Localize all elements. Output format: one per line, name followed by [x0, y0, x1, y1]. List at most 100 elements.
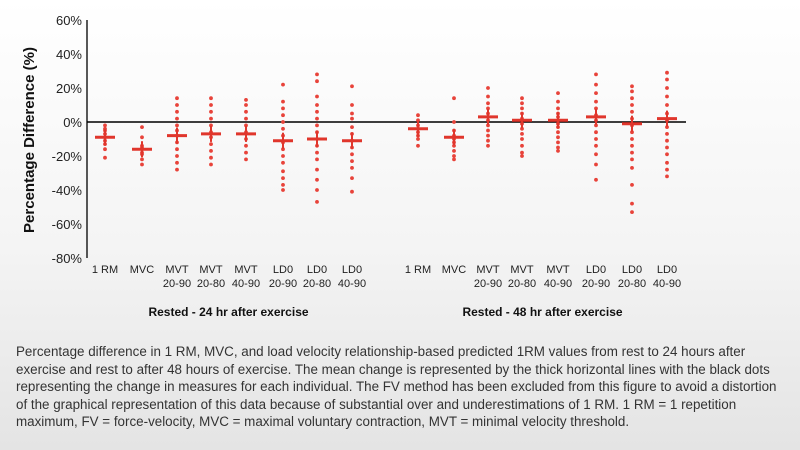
data-point	[315, 94, 319, 99]
data-point	[315, 79, 319, 84]
data-point	[175, 167, 179, 172]
data-point	[630, 109, 634, 114]
figure-caption: Percentage difference in 1 RM, MVC, and …	[16, 344, 777, 429]
data-point	[556, 145, 560, 150]
category-label: MVT	[234, 264, 258, 276]
data-point	[281, 169, 285, 174]
data-point	[520, 137, 524, 141]
data-point	[315, 123, 319, 128]
data-point	[520, 96, 524, 101]
data-point	[315, 150, 319, 155]
category-sublabel: 20-90	[582, 278, 610, 290]
data-point	[594, 82, 598, 87]
data-point	[594, 143, 598, 148]
data-point	[281, 188, 285, 192]
y-tick-label: 20%	[56, 81, 82, 96]
category-labels: 1 RM MVC MVT 20-90 MVT 20-80 MVT 40-90 LD0 20-90 L…	[92, 264, 681, 290]
data-point	[350, 166, 354, 170]
category-label: MVT	[510, 264, 534, 276]
y-tick-labels: 60% 40% 20% 0% -20% -40% -60% -80%	[52, 13, 83, 266]
data-point	[350, 159, 354, 164]
data-point	[350, 125, 354, 129]
data-point	[315, 167, 319, 172]
data-point	[630, 137, 634, 141]
category-label: MVT	[165, 264, 189, 276]
data-point	[350, 116, 354, 121]
data-point	[520, 132, 524, 136]
data-point	[281, 106, 285, 111]
category-sublabel: 40-90	[544, 278, 572, 290]
data-point	[594, 162, 598, 167]
category-sublabel: 40-90	[338, 278, 366, 290]
data-point	[665, 77, 669, 82]
category-sublabel: 40-90	[232, 278, 260, 290]
data-point	[665, 70, 669, 75]
data-point	[209, 155, 213, 160]
data-point	[175, 123, 179, 128]
data-point	[594, 177, 598, 182]
data-point	[594, 130, 598, 135]
category-label: MVT	[476, 264, 500, 276]
category-sublabel: 20-90	[269, 278, 297, 290]
data-point	[281, 126, 285, 131]
data-point	[556, 91, 560, 95]
data-point	[520, 101, 524, 106]
data-point	[416, 137, 420, 141]
data-point	[209, 109, 213, 114]
data-point	[630, 157, 634, 162]
data-point	[520, 154, 524, 158]
y-tick-label: -80%	[52, 251, 83, 266]
data-point	[281, 154, 285, 158]
data-point	[281, 113, 285, 118]
data-point	[556, 106, 560, 111]
data-point	[103, 147, 107, 152]
data-point	[452, 157, 456, 162]
category-label: 1 RM	[92, 264, 118, 276]
data-point	[556, 99, 560, 104]
data-point	[209, 103, 213, 107]
category-label: LD0	[622, 264, 642, 276]
data-point	[281, 120, 285, 124]
data-point	[315, 109, 319, 114]
category-label: 1 RM	[405, 264, 431, 276]
category-label: LD0	[307, 264, 327, 276]
category-label: MVT	[199, 264, 223, 276]
data-point	[556, 130, 560, 135]
data-point	[209, 142, 213, 147]
data-point	[630, 96, 634, 101]
data-point	[315, 103, 319, 107]
data-point	[486, 133, 490, 138]
data-point	[486, 94, 490, 99]
data-point	[315, 188, 319, 192]
category-label: LD0	[586, 264, 606, 276]
category-label: LD0	[273, 264, 293, 276]
category-label: LD0	[657, 264, 677, 276]
data-point	[140, 135, 144, 140]
data-point	[452, 154, 456, 158]
data-point	[281, 99, 285, 104]
data-point	[520, 106, 524, 111]
data-point	[244, 157, 248, 162]
category-sublabel: 40-90	[653, 278, 681, 290]
data-point	[140, 157, 144, 162]
category-sublabel: 20-90	[163, 278, 191, 290]
data-point	[315, 72, 319, 77]
data-point	[350, 189, 354, 194]
data-point	[140, 125, 144, 129]
data-point	[315, 116, 319, 121]
data-point	[350, 111, 354, 116]
data-point	[486, 101, 490, 106]
data-point	[175, 103, 179, 107]
data-point	[594, 72, 598, 77]
data-point	[209, 149, 213, 153]
data-point	[281, 160, 285, 165]
data-point	[452, 96, 456, 101]
data-point	[486, 86, 490, 90]
data-point	[416, 113, 420, 118]
data-point	[315, 157, 319, 162]
data-points	[103, 70, 669, 215]
data-point	[103, 155, 107, 160]
data-point	[486, 128, 490, 133]
data-point	[350, 84, 354, 89]
data-point	[665, 160, 669, 165]
